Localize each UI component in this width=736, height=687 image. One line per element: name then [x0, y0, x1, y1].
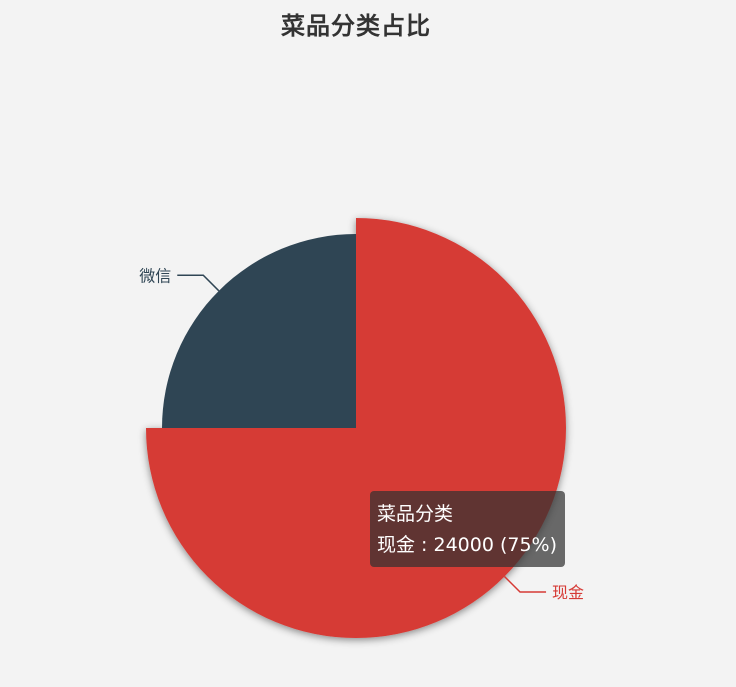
pie-slice-wechat[interactable]: [162, 234, 356, 428]
tooltip: 菜品分类 现金 : 24000 (75%): [370, 491, 566, 567]
slice-label-cash: 现金: [552, 583, 584, 602]
chart-title: 菜品分类占比: [281, 12, 431, 40]
tooltip-value-line: 现金 : 24000 (75%): [377, 534, 558, 556]
pie-labels: 现金 微信: [139, 266, 584, 602]
tooltip-series-name: 菜品分类: [377, 503, 454, 525]
label-line-cash: [503, 575, 547, 593]
slice-label-wechat: 微信: [139, 266, 171, 285]
label-line-wechat: [177, 274, 220, 292]
